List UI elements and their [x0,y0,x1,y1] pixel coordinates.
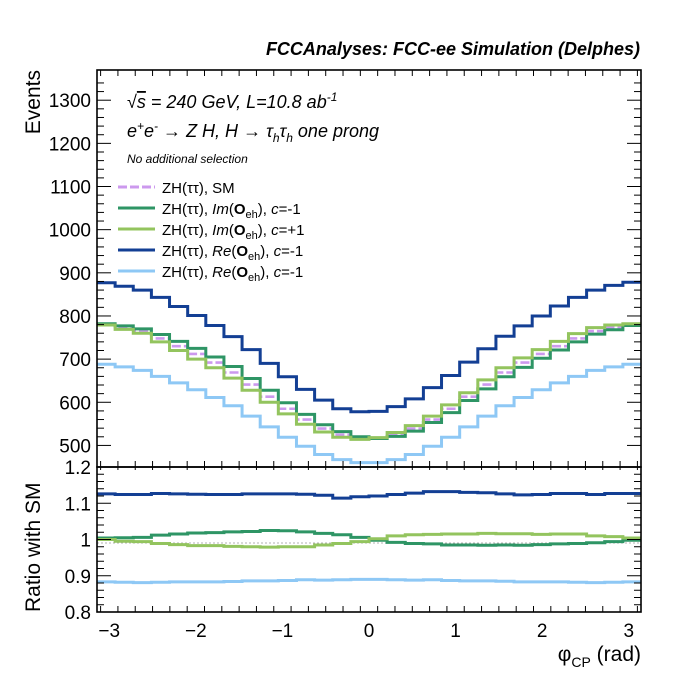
y-axis-label-top: Events [22,70,45,134]
annotation-selection: No additional selection [127,152,248,166]
series-line-3 [97,322,641,441]
y-tick-label: 1000 [49,221,91,242]
x-tick-label: 1 [450,621,461,642]
y-tick-label: 500 [59,436,91,457]
y-tick-label: 900 [59,264,91,285]
y-tick-label: 700 [59,350,91,371]
ratio-line-5 [97,577,641,585]
bottom-series-group [97,490,641,585]
x-tick-label: −1 [272,621,294,642]
annotation-process: e+e- → Z H, H → τhτh one prong [127,119,379,145]
annotation-energy: √s = 240 GeV, L=10.8 ab-1 [127,90,337,112]
top-series-group [97,280,641,465]
ratio-line-4 [97,490,641,500]
y-tick-label: 800 [59,307,91,328]
bottom-y-ticks: 0.8 0.9 1 1.1 1.2 [65,458,641,624]
ratio-line-3 [97,531,641,549]
x-axis-label: φCP (rad) [558,643,641,670]
x-tick-label: −2 [185,621,207,642]
x-tick-label: 2 [537,621,548,642]
y-tick-label: 1200 [49,134,91,155]
legend-label-1: ZH(ττ), SM [162,180,235,197]
legend-label-5: ZH(ττ), Re(Oeh), c=-1 [162,264,303,284]
legend: ZH(ττ), SM ZH(ττ), Im(Oeh), c=-1ZH(ττ), I… [118,180,304,284]
legend-label-3: ZH(ττ), Im(Oeh), c=+1 [162,222,304,242]
chart-title: FCCAnalyses: FCC-ee Simulation (Delphes) [266,39,640,59]
series-line-4 [97,280,641,414]
top-y-ticks: 500 600 700 800 900 1000 1100 1200 1300 [49,82,641,457]
legend-label-4: ZH(ττ), Re(Oeh), c=-1 [162,243,303,263]
bottom-x-ticks: −3 −2 −1 0 1 2 3 [98,467,638,642]
top-x-ticks [100,70,638,467]
bottom-panel: 0.8 0.9 1 1.1 1.2 −3 −2 −1 0 1 2 3 [65,458,642,642]
y-tick-label: 1100 [50,178,91,199]
top-panel: 500 600 700 800 900 1000 1100 1200 1300 [49,69,642,468]
ratio-y-tick-label: 1.1 [65,494,91,515]
ratio-y-tick-label: 1.2 [65,458,91,479]
ratio-y-tick-label: 0.9 [65,567,91,588]
y-tick-label: 600 [59,393,91,414]
y-axis-label-bottom: Ratio with SM [22,482,45,612]
ratio-y-tick-label: 1 [80,531,91,552]
legend-label-2: ZH(ττ), Im(Oeh), c=-1 [162,201,301,221]
x-tick-label: 3 [623,621,634,642]
x-tick-label: 0 [364,621,375,642]
ratio-y-tick-label: 0.8 [65,603,91,624]
x-tick-label: −3 [98,621,120,642]
y-tick-label: 1300 [49,91,91,112]
series-line-5 [97,362,641,465]
